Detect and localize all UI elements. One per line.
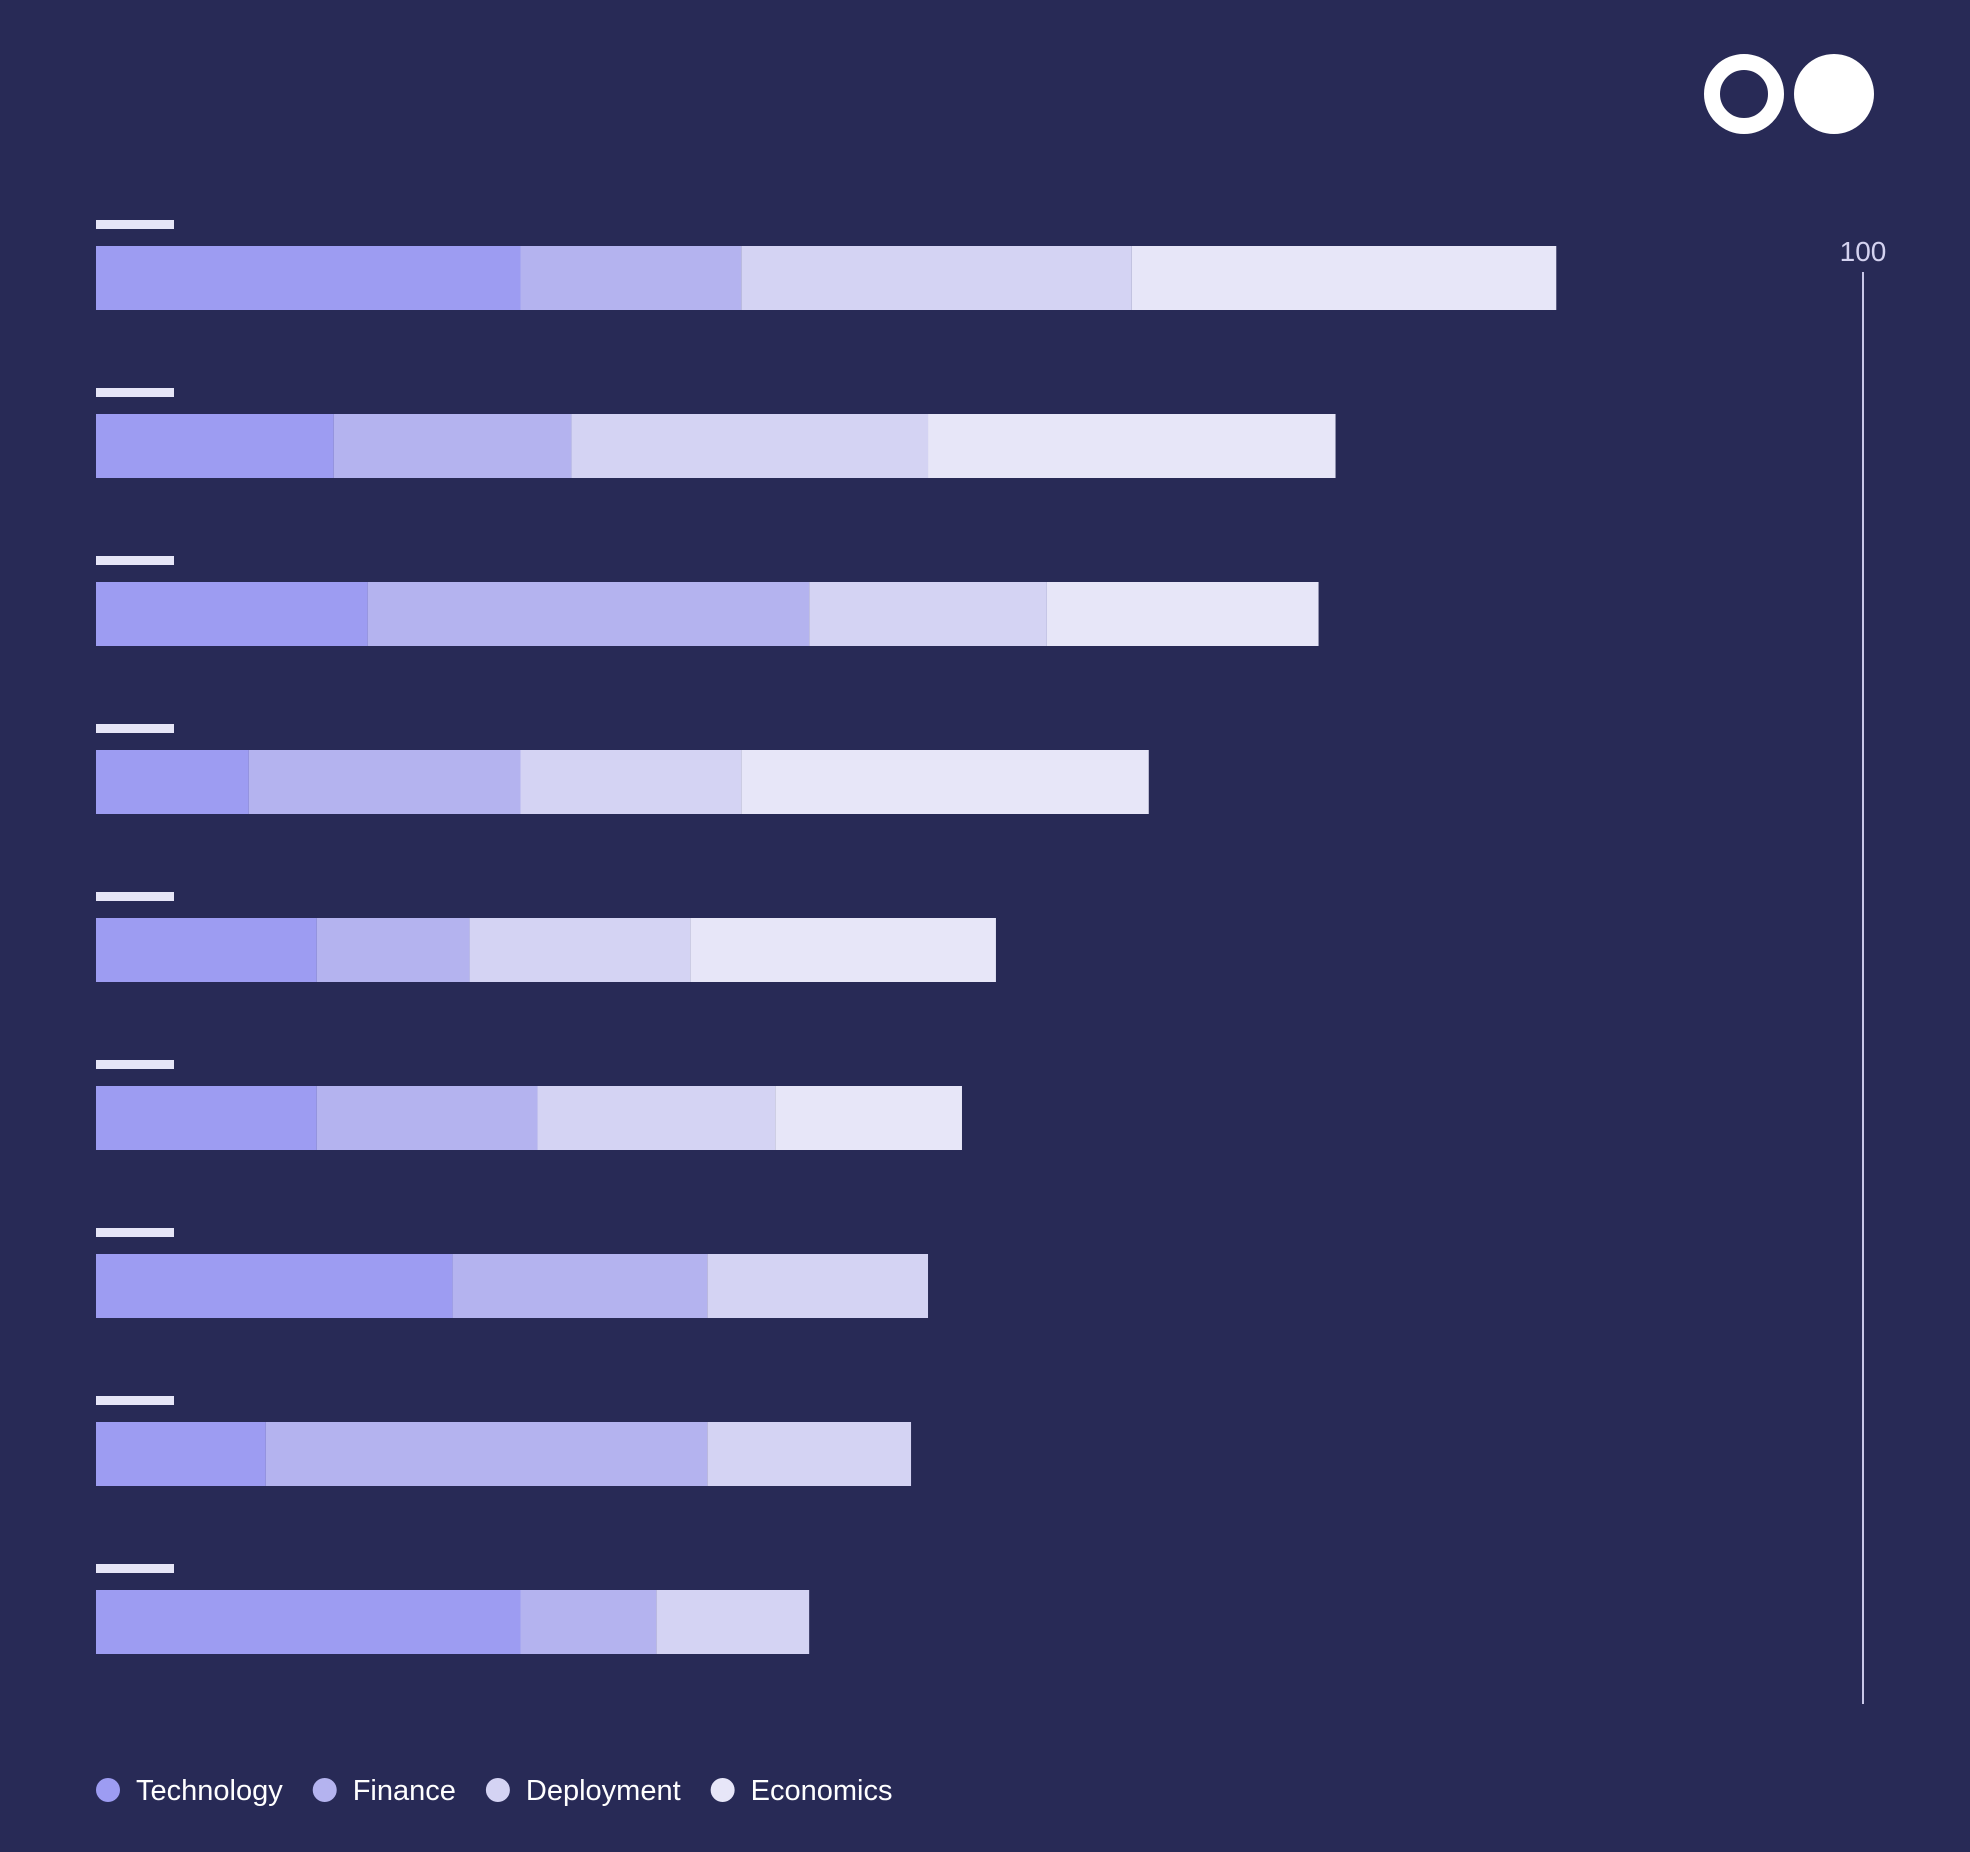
bar-label-placeholder [96,556,174,565]
legend-item: Deployment [485,1775,681,1807]
bar-label-placeholder [96,1396,174,1405]
bar-segment-economics [928,414,1336,478]
bar-label-placeholder [96,724,174,733]
bar-label-placeholder [96,1564,174,1573]
bar-row [96,724,1149,814]
legend-item: Economics [710,1775,893,1807]
logo-dot-icon [1794,54,1874,134]
axis-max-label: 100 [1840,236,1887,267]
bar-segment-finance [333,414,572,478]
bar-segment-technology [96,1422,266,1486]
bar-segment-finance [367,582,810,646]
bar-segment-deployment [809,582,1047,646]
bar-segment-finance [316,1086,538,1150]
bar-row [96,1228,929,1318]
legend-item: Finance [312,1775,456,1807]
logo [1704,54,1874,134]
bar-segment-technology [96,750,249,814]
legend-dot-icon [312,1778,337,1802]
bars-group [96,220,1557,1654]
bar-segment-deployment [707,1422,912,1486]
bar-segment-technology [96,414,334,478]
legend-dot-icon [710,1778,735,1802]
bar-segment-technology [96,246,521,310]
bar-label-placeholder [96,1228,174,1237]
logo-ring-icon [1704,54,1784,134]
bar-segment-deployment [707,1254,929,1318]
axis: 100 [1840,236,1887,1704]
legend-label: Deployment [526,1775,681,1807]
legend-dot-icon [96,1778,120,1802]
bar-row [96,556,1319,646]
bar-row [96,388,1336,478]
bar-segment-economics [1131,246,1557,310]
legend-label: Finance [353,1775,456,1807]
bar-segment-economics [775,1086,962,1150]
bar-segment-deployment [520,750,742,814]
bar-segment-finance [316,918,470,982]
bar-row [96,892,996,982]
bar-label-placeholder [96,388,174,397]
bar-segment-deployment [571,414,929,478]
bar-segment-technology [96,1086,317,1150]
bar-segment-finance [520,1590,657,1654]
bar-row [96,1060,962,1150]
bar-label-placeholder [96,1060,174,1069]
bar-segment-economics [1046,582,1319,646]
bar-label-placeholder [96,220,174,229]
bar-row [96,1564,810,1654]
legend-label: Economics [751,1775,893,1807]
legend-item: Technology [96,1775,283,1807]
bar-segment-technology [96,918,317,982]
bar-segment-economics [741,750,1149,814]
bar-segment-finance [265,1422,708,1486]
legend-dot-icon [485,1778,510,1802]
bar-label-placeholder [96,892,174,901]
bar-segment-finance [452,1254,708,1318]
bar-segment-finance [520,246,742,310]
bar-segment-technology [96,582,368,646]
legend: Technology Finance Deployment Economics [96,1775,892,1807]
bar-row [96,1396,912,1486]
bar-segment-deployment [741,246,1132,310]
bar-row [96,220,1557,310]
bar-segment-deployment [537,1086,776,1150]
bar-segment-technology [96,1590,521,1654]
bar-segment-technology [96,1254,453,1318]
bar-segment-deployment [469,918,691,982]
bar-segment-finance [248,750,521,814]
bar-segment-economics [690,918,996,982]
bar-segment-deployment [656,1590,810,1654]
legend-label: Technology [136,1775,283,1807]
